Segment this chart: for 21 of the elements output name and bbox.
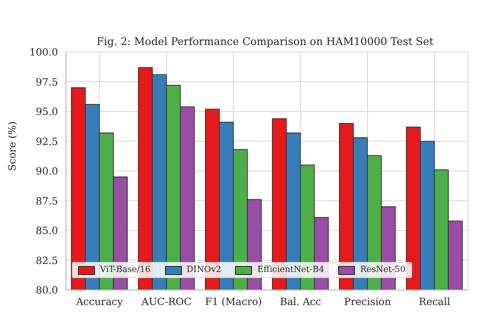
y-tick-label: 85.0 — [36, 226, 58, 238]
y-tick-label: 80.0 — [36, 286, 58, 297]
y-tick-label: 95.0 — [36, 107, 58, 118]
y-axis-title: Score (%) — [8, 121, 19, 171]
x-tick-label: Recall — [418, 297, 450, 308]
legend-label: ResNet-50 — [359, 265, 406, 275]
y-tick-label: 87.5 — [36, 196, 58, 208]
x-tick-label: AUC-ROC — [140, 297, 192, 308]
chart-title: Fig. 2: Model Performance Comparison on HAM10000 Test Set — [96, 36, 434, 48]
x-tick-label: Accuracy — [75, 297, 124, 308]
y-tick-label: 100.0 — [29, 48, 58, 59]
legend-label: ViT-Base/16 — [99, 265, 151, 275]
x-tick-label: F1 (Macro) — [205, 297, 262, 308]
y-tick-label: 92.5 — [36, 136, 58, 148]
y-tick-label: 97.5 — [36, 77, 58, 88]
y-tick-label: 90.0 — [36, 166, 58, 178]
y-tick-label: 82.5 — [36, 256, 58, 267]
legend-label: DINOv2 — [186, 265, 222, 275]
x-tick-label: Bal. Acc — [280, 297, 322, 308]
x-tick-label: Precision — [344, 297, 392, 308]
legend-label: EfficientNet-B4 — [256, 265, 324, 275]
